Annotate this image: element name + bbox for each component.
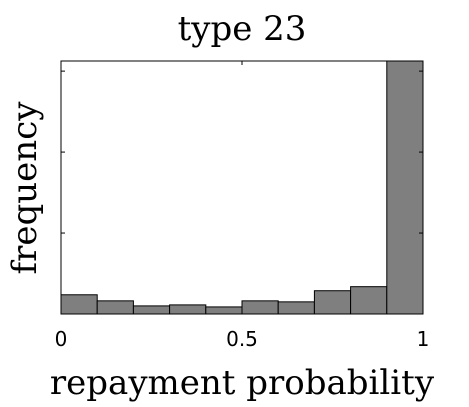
plot-frame xyxy=(60,60,424,315)
histogram-bar xyxy=(132,305,171,315)
histogram-bar xyxy=(241,300,279,315)
bars-group xyxy=(60,60,424,315)
histogram-bar xyxy=(350,286,388,315)
x-tick-label: 1 xyxy=(417,327,430,351)
x-tick-label: 0 xyxy=(55,327,68,351)
histogram-bar xyxy=(60,294,98,315)
histogram-bar xyxy=(96,300,134,315)
histogram-bar xyxy=(205,306,243,315)
histogram-bar xyxy=(277,301,315,315)
x-tick-label: 0.5 xyxy=(226,327,258,351)
x-axis-label: repayment probability xyxy=(50,363,435,403)
histogram-bar xyxy=(169,304,207,315)
ticks-group: 0 0.5 1 xyxy=(55,61,430,351)
y-axis-label: frequency xyxy=(5,101,45,275)
chart-title: type 23 xyxy=(178,9,307,49)
histogram-bar xyxy=(386,60,424,315)
histogram-bar xyxy=(313,290,352,315)
